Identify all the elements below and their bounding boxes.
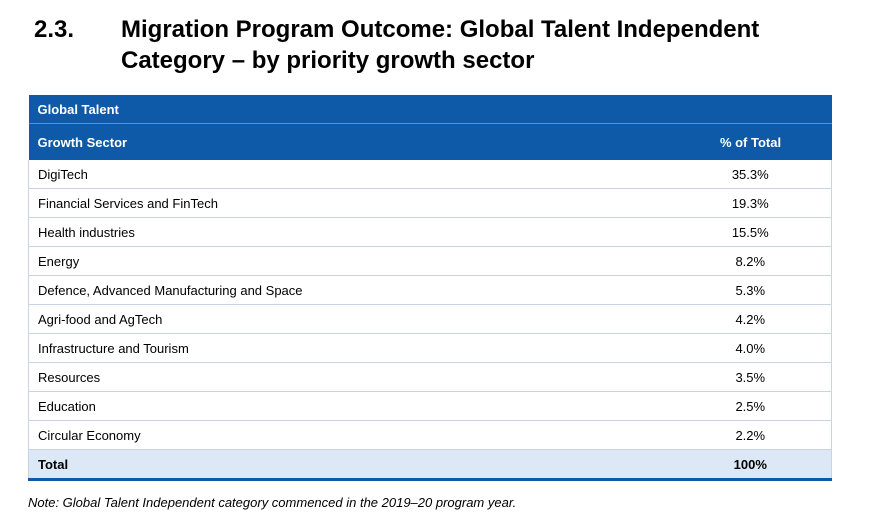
table-row: Infrastructure and Tourism 4.0% [28,333,833,363]
sector-cell: Agri-food and AgTech [28,304,670,334]
column-header-percent: % of Total [669,123,832,160]
sector-cell: Circular Economy [28,420,670,450]
group-label: Global Talent [28,95,832,124]
table-group-header: Global Talent [28,95,832,124]
total-label: Total [28,449,670,481]
percent-cell: 2.2% [669,420,833,450]
percent-cell: 4.2% [669,304,833,334]
sector-cell: Resources [28,362,670,392]
growth-sector-table: Global Talent Growth Sector % of Total D… [28,95,833,481]
table-row: Health industries 15.5% [28,217,833,247]
total-percent: 100% [669,449,833,481]
total-row: Total 100% [28,449,833,481]
sector-cell: Energy [28,246,670,276]
percent-cell: 15.5% [669,217,833,247]
percent-cell: 5.3% [669,275,833,305]
sector-cell: DigiTech [28,160,670,189]
percent-cell: 8.2% [669,246,833,276]
column-header-sector: Growth Sector [28,123,670,160]
table-note: Note: Global Talent Independent category… [28,495,517,510]
table-row: Resources 3.5% [28,362,833,392]
table-row: Education 2.5% [28,391,833,421]
percent-cell: 4.0% [669,333,833,363]
sector-cell: Infrastructure and Tourism [28,333,670,363]
sector-cell: Health industries [28,217,670,247]
percent-cell: 3.5% [669,362,833,392]
sector-cell: Education [28,391,670,421]
percent-cell: 19.3% [669,188,833,218]
table-row: Defence, Advanced Manufacturing and Spac… [28,275,833,305]
table-row: Energy 8.2% [28,246,833,276]
percent-cell: 2.5% [669,391,833,421]
section-title: Migration Program Outcome: Global Talent… [121,16,760,74]
section-number: 2.3. [34,16,75,43]
table-row: Financial Services and FinTech 19.3% [28,188,833,218]
table-row: Circular Economy 2.2% [28,420,833,450]
sector-cell: Financial Services and FinTech [28,188,670,218]
table-row: DigiTech 35.3% [28,160,833,189]
sector-cell: Defence, Advanced Manufacturing and Spac… [28,275,670,305]
table-column-header: Growth Sector % of Total [28,123,832,160]
percent-cell: 35.3% [669,160,833,189]
table-row: Agri-food and AgTech 4.2% [28,304,833,334]
